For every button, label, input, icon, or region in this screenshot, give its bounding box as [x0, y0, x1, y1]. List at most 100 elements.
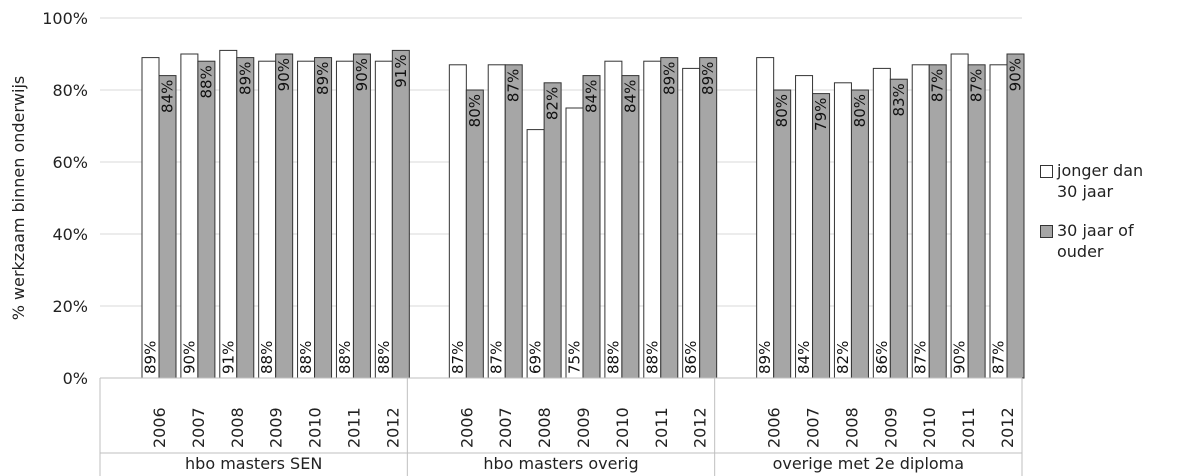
bar-ouder-2-2006 [773, 89, 792, 379]
data-label: 89% [142, 341, 160, 374]
data-label: 89% [660, 62, 678, 95]
legend-swatch-jonger [1040, 165, 1053, 178]
data-label: 90% [1007, 58, 1025, 91]
bar-ouder-0-2007 [197, 60, 216, 379]
bar-jonger-2-2008 [833, 82, 852, 379]
data-label: 87% [505, 69, 523, 102]
group-label: hbo masters SEN [185, 454, 322, 473]
x-tick-label: 2007 [804, 407, 823, 448]
bar-ouder-1-2010 [621, 75, 640, 379]
bar-ouder-0-2010 [314, 57, 333, 379]
bar-jonger-1-2007 [487, 64, 506, 379]
legend-label-ouder: 30 jaar of ouder [1057, 220, 1134, 262]
bar-ouder-2-2008 [850, 89, 869, 379]
data-label: 89% [756, 341, 774, 374]
bar-jonger-0-2006 [141, 57, 160, 379]
x-tick-label: 2006 [457, 407, 476, 448]
x-tick-label: 2012 [998, 407, 1017, 448]
x-tick-label: 2008 [842, 407, 861, 448]
bar-ouder-0-2006 [158, 75, 177, 379]
data-label: 87% [990, 341, 1008, 374]
data-label: 87% [449, 341, 467, 374]
x-tick-label: 2009 [267, 407, 286, 448]
bar-ouder-0-2012 [391, 49, 410, 379]
bar-jonger-0-2012 [374, 60, 393, 379]
data-label: 88% [643, 341, 661, 374]
data-label: 84% [795, 341, 813, 374]
bar-jonger-2-2006 [756, 57, 775, 379]
legend-item-ouder: 30 jaar of ouder [1040, 220, 1200, 262]
bar-ouder-2-2012 [1006, 53, 1025, 379]
x-tick-label: 2010 [920, 407, 939, 448]
bar-ouder-1-2007 [504, 64, 523, 379]
bar-jonger-2-2010 [911, 64, 930, 379]
x-tick-label: 2009 [574, 407, 593, 448]
bar-ouder-1-2006 [465, 89, 484, 379]
legend-swatch-ouder [1040, 225, 1053, 238]
y-tick-label: 40% [52, 225, 88, 244]
data-label: 87% [929, 69, 947, 102]
data-label: 80% [851, 94, 869, 127]
data-label: 82% [544, 87, 562, 120]
data-label: 89% [314, 62, 332, 95]
x-tick-label: 2011 [652, 407, 671, 448]
y-tick-label: 0% [63, 369, 88, 388]
data-label: 83% [890, 83, 908, 116]
data-label: 88% [375, 341, 393, 374]
x-tick-label: 2008 [228, 407, 247, 448]
bar-ouder-1-2012 [699, 57, 718, 379]
legend-item-jonger: jonger dan 30 jaar [1040, 160, 1200, 202]
bar-jonger-0-2011 [335, 60, 354, 379]
data-label: 69% [527, 341, 545, 374]
legend-label-jonger-line2: 30 jaar [1057, 182, 1114, 201]
legend-label-jonger-line1: jonger dan [1057, 161, 1144, 180]
x-tick-label: 2008 [535, 407, 554, 448]
bar-jonger-1-2011 [643, 60, 662, 379]
group-label: hbo masters overig [483, 454, 638, 473]
legend-label-jonger: jonger dan 30 jaar [1057, 160, 1143, 202]
bar-jonger-1-2009 [565, 107, 584, 379]
legend-label-ouder-line1: 30 jaar of [1057, 221, 1134, 240]
bar-jonger-1-2006 [448, 64, 467, 379]
data-label: 91% [219, 341, 237, 374]
y-tick-label: 100% [42, 9, 88, 28]
bar-jonger-2-2009 [872, 67, 891, 379]
bar-ouder-2-2007 [812, 93, 831, 379]
x-tick-label: 2006 [150, 407, 169, 448]
data-label: 84% [159, 80, 177, 113]
data-label: 91% [392, 54, 410, 87]
data-label: 86% [873, 341, 891, 374]
data-label: 87% [968, 69, 986, 102]
data-label: 88% [258, 341, 276, 374]
bar-jonger-2-2011 [950, 53, 969, 379]
x-tick-label: 2009 [881, 407, 900, 448]
data-label: 90% [275, 58, 293, 91]
x-tick-label: 2007 [189, 407, 208, 448]
x-tick-label: 2011 [344, 407, 363, 448]
data-label: 84% [583, 80, 601, 113]
bar-jonger-0-2008 [219, 49, 238, 379]
group-label: overige met 2e diploma [773, 454, 965, 473]
data-label: 75% [566, 341, 584, 374]
bar-jonger-1-2012 [682, 67, 701, 379]
x-tick-label: 2010 [306, 407, 325, 448]
bar-ouder-0-2008 [236, 57, 255, 379]
legend: jonger dan 30 jaar 30 jaar of ouder [1040, 160, 1200, 280]
bar-jonger-0-2010 [297, 60, 316, 379]
data-label: 88% [604, 341, 622, 374]
data-label: 84% [621, 80, 639, 113]
y-tick-label: 60% [52, 153, 88, 172]
y-axis-label: % werkzaam binnen onderwijs [9, 76, 28, 321]
bar-ouder-1-2009 [582, 75, 601, 379]
data-label: 80% [466, 94, 484, 127]
data-label: 90% [951, 341, 969, 374]
data-label: 86% [682, 341, 700, 374]
y-tick-label: 20% [52, 297, 88, 316]
data-label: 88% [197, 65, 215, 98]
x-tick-label: 2012 [383, 407, 402, 448]
data-label: 88% [297, 341, 315, 374]
bar-ouder-1-2011 [660, 57, 679, 379]
x-tick-label: 2006 [765, 407, 784, 448]
bar-ouder-2-2009 [889, 78, 908, 379]
